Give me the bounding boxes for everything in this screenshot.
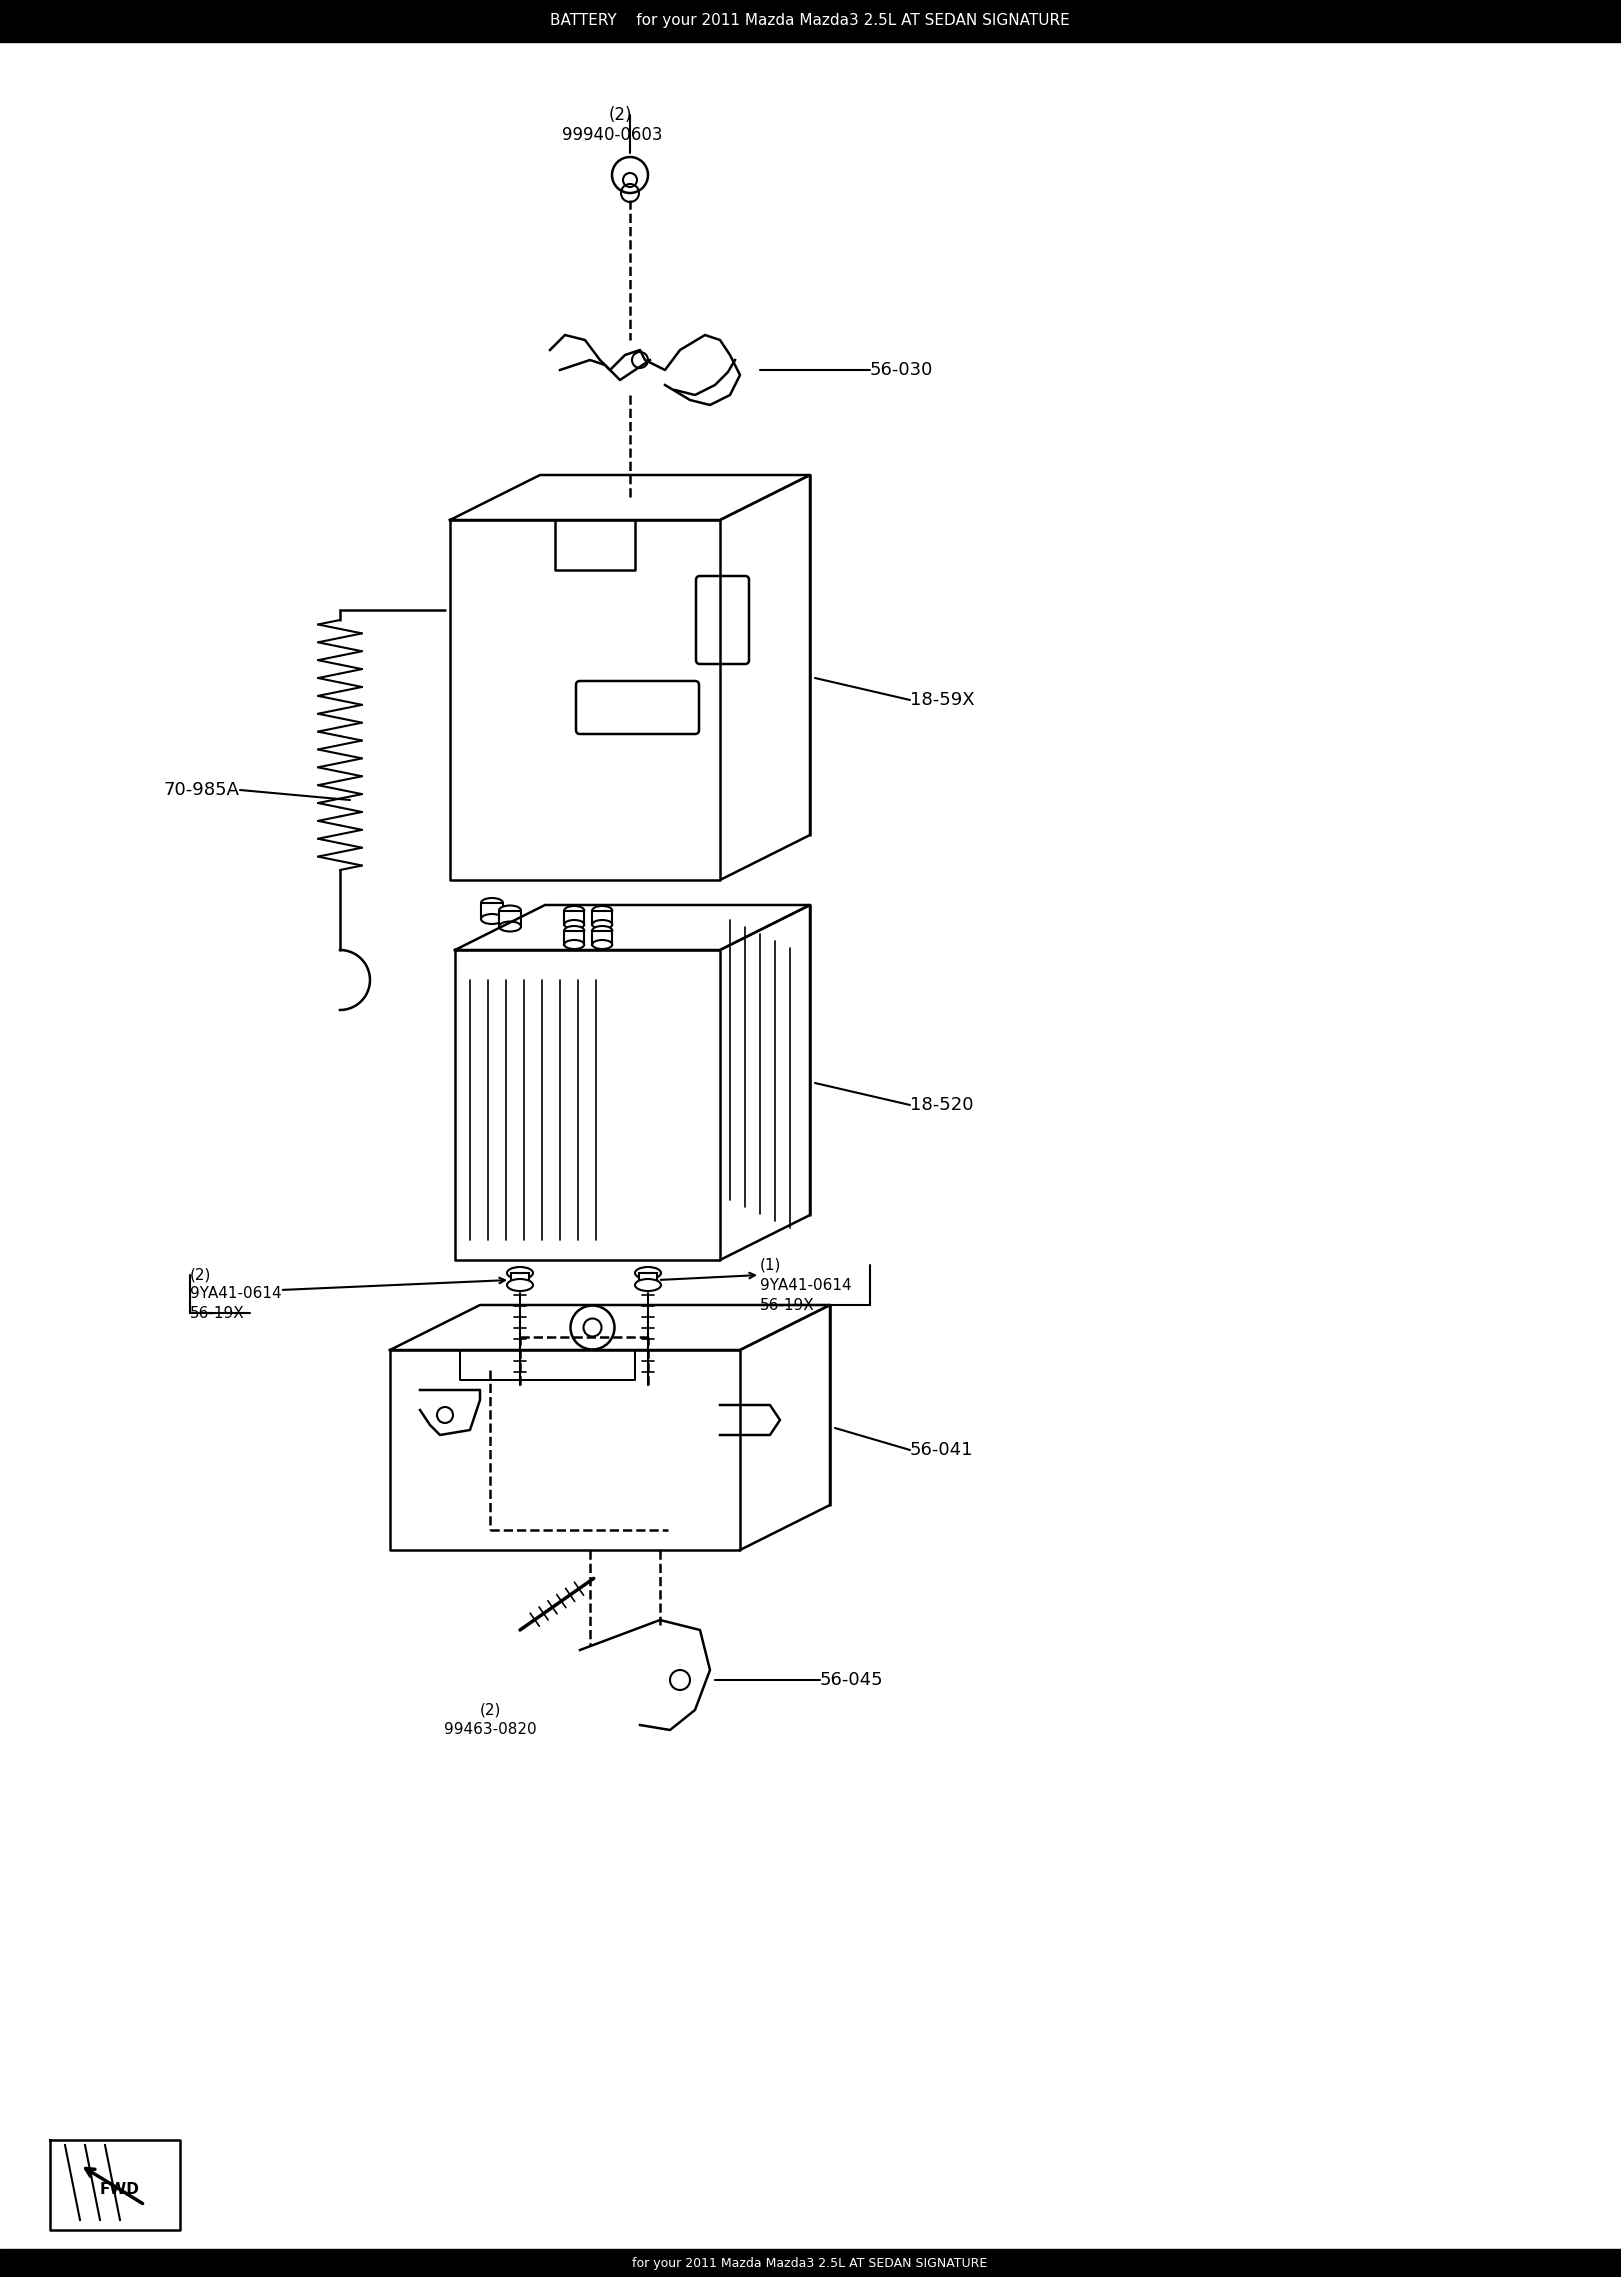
Ellipse shape [635, 1266, 661, 1280]
Ellipse shape [564, 927, 584, 936]
Text: BATTERY    for your 2011 Mazda Mazda3 2.5L AT SEDAN SIGNATURE: BATTERY for your 2011 Mazda Mazda3 2.5L … [550, 14, 1070, 30]
Text: 56-041: 56-041 [909, 1441, 974, 1460]
Bar [499, 911, 520, 927]
Ellipse shape [507, 1280, 533, 1291]
Bar [564, 931, 584, 945]
Ellipse shape [635, 1280, 661, 1291]
Text: (2): (2) [190, 1268, 211, 1282]
Bar [0, 0, 1621, 41]
Text: FWD: FWD [101, 2181, 139, 2197]
Ellipse shape [592, 927, 613, 936]
Bar [592, 911, 613, 924]
Text: 18-59X: 18-59X [909, 690, 974, 708]
Text: 18-520: 18-520 [909, 1095, 974, 1113]
Ellipse shape [499, 922, 520, 931]
Text: 99463-0820: 99463-0820 [444, 1721, 537, 1737]
Text: 99940-0603: 99940-0603 [562, 125, 663, 143]
Text: 56-045: 56-045 [820, 1671, 883, 1690]
Bar [592, 931, 613, 945]
Text: 56-030: 56-030 [870, 362, 934, 378]
Bar [481, 904, 503, 920]
Ellipse shape [564, 920, 584, 929]
Ellipse shape [592, 940, 613, 950]
Text: 70-985A: 70-985A [164, 781, 240, 799]
Text: for your 2011 Mazda Mazda3 2.5L AT SEDAN SIGNATURE: for your 2011 Mazda Mazda3 2.5L AT SEDAN… [632, 2257, 987, 2270]
Ellipse shape [481, 897, 503, 909]
Ellipse shape [499, 906, 520, 915]
Ellipse shape [592, 920, 613, 929]
Ellipse shape [592, 906, 613, 915]
Text: 9YA41-0614: 9YA41-0614 [760, 1277, 851, 1293]
Text: 56-19X: 56-19X [760, 1298, 815, 1312]
Bar [564, 911, 584, 924]
Ellipse shape [507, 1266, 533, 1280]
Ellipse shape [564, 940, 584, 950]
Text: (2): (2) [480, 1703, 501, 1717]
Text: 9YA41-0614: 9YA41-0614 [190, 1287, 282, 1300]
Bar [639, 1273, 657, 1284]
Bar [0, 2250, 1621, 2277]
Text: 56-19X: 56-19X [190, 1305, 245, 1321]
Ellipse shape [564, 906, 584, 915]
Ellipse shape [481, 913, 503, 924]
Text: (1): (1) [760, 1257, 781, 1273]
Bar [511, 1273, 528, 1284]
Text: (2): (2) [608, 107, 632, 123]
